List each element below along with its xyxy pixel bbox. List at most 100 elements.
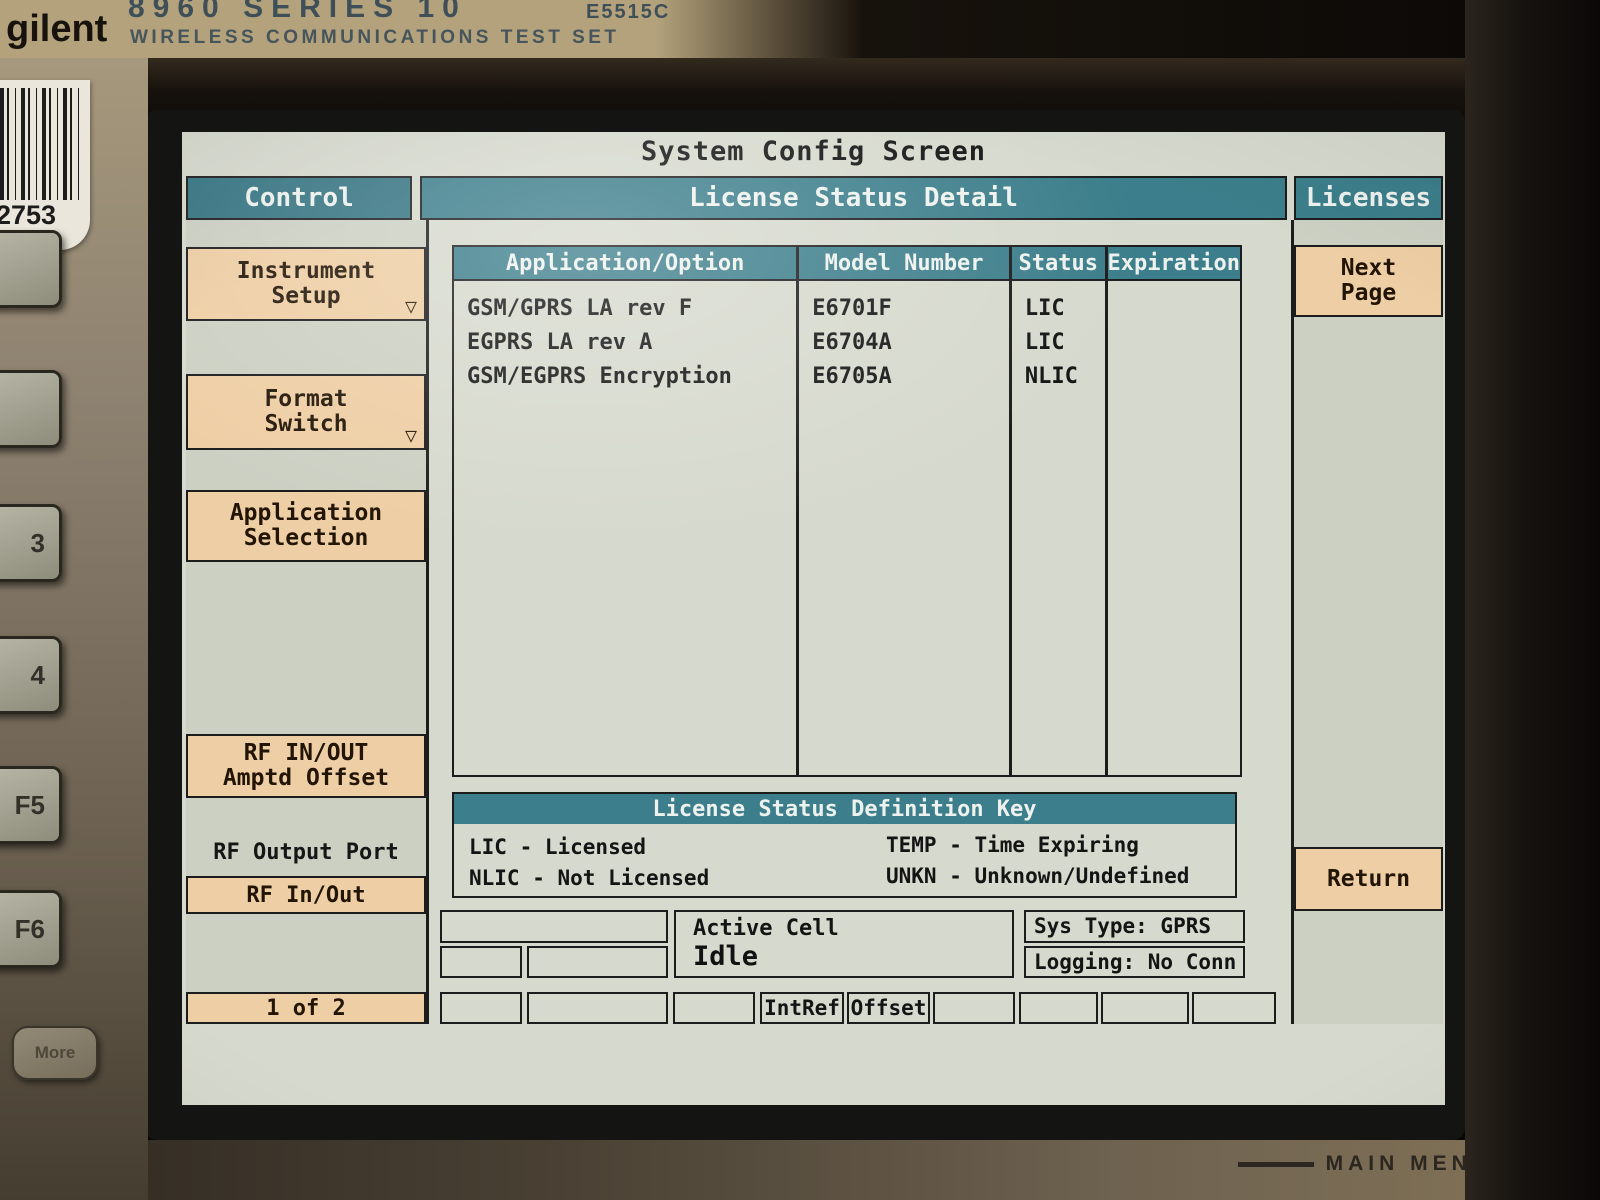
definition-entry: NLIC - Not Licensed xyxy=(469,866,710,890)
more-key-label: More xyxy=(34,1043,76,1062)
table-column-expiration: Expiration xyxy=(1107,247,1240,775)
button-label: Instrument xyxy=(236,258,376,284)
column-header: Application/Option xyxy=(454,247,797,281)
dropdown-triangle-icon: ▽ xyxy=(404,294,417,318)
button-label: Selection xyxy=(243,525,369,551)
top-bezel: gilent 8960 SERIES 10 E5515C WIRELESS CO… xyxy=(0,0,1600,58)
active-cell-value: Idle xyxy=(693,941,759,972)
intref-label: IntRef xyxy=(764,996,840,1020)
barcode-icon xyxy=(0,88,80,200)
page-indicator-label: 1 of 2 xyxy=(266,995,346,1021)
next-page-button[interactable]: Next Page xyxy=(1294,245,1443,317)
rf-output-port-value-button[interactable]: RF In/Out xyxy=(186,876,426,914)
definition-entry: TEMP - Time Expiring xyxy=(886,833,1139,857)
definition-entry: UNKN - Unknown/Undefined xyxy=(886,864,1190,888)
column-divider xyxy=(1291,220,1294,1024)
definition-key-right-column: TEMP - Time Expiring UNKN - Unknown/Unde… xyxy=(886,830,1189,892)
header-control: Control xyxy=(186,176,412,220)
definition-key-title: License Status Definition Key xyxy=(454,794,1235,824)
model-number: E5515C xyxy=(586,1,671,23)
table-cell-status: LIC xyxy=(1024,330,1065,355)
status-box-empty xyxy=(673,992,755,1024)
table-cell-status: NLIC xyxy=(1024,364,1078,389)
table-cell-expiration xyxy=(1108,360,1240,394)
table-column-model-number: Model Number E6701F E6704A E6705A xyxy=(799,247,1012,775)
format-switch-button[interactable]: Format Switch ▽ xyxy=(186,374,426,450)
sys-type-value: Sys Type: GPRS xyxy=(1034,914,1212,938)
table-column-application-option: Application/Option GSM/GPRS LA rev F EGP… xyxy=(454,247,800,775)
table-cell-application: GSM/EGPRS Encryption xyxy=(467,364,732,389)
license-status-table: Application/Option GSM/GPRS LA rev F EGP… xyxy=(452,245,1242,777)
status-box-empty xyxy=(1192,992,1276,1024)
main-menus-label: MAIN MENUS xyxy=(1325,1152,1511,1175)
softkey-f1[interactable] xyxy=(0,230,62,308)
page-title: System Config Screen xyxy=(640,136,987,167)
softkey-f5[interactable]: F5 xyxy=(0,766,62,844)
softkey-f4[interactable]: 4 xyxy=(0,636,62,714)
offset-indicator: Offset xyxy=(847,992,930,1024)
license-status-definition-key: License Status Definition Key LIC - Lice… xyxy=(452,792,1237,898)
softkey-f2[interactable] xyxy=(0,370,62,448)
button-label: Return xyxy=(1326,865,1411,892)
column-header: Status xyxy=(1011,247,1105,281)
table-cell-model: E6705A xyxy=(812,364,892,389)
bottom-bezel: MAIN MENUS ▽ xyxy=(0,1140,1600,1200)
active-cell-box: Active Cell Idle xyxy=(674,910,1014,978)
button-label: Amptd Offset xyxy=(222,765,390,791)
more-key[interactable]: More xyxy=(12,1026,98,1080)
softkey-f3[interactable]: 3 xyxy=(0,504,62,582)
table-column-status: Status LIC LIC NLIC xyxy=(1011,247,1108,775)
dropdown-triangle-icon: ▽ xyxy=(404,423,417,447)
column-divider xyxy=(426,220,429,1024)
status-box-empty xyxy=(440,992,522,1024)
barcode-number: 2753 xyxy=(0,200,57,230)
button-label: RF In/Out xyxy=(246,882,366,908)
button-label: Page xyxy=(1340,280,1397,306)
rf-inout-amptd-offset-button[interactable]: RF IN/OUT Amptd Offset xyxy=(186,734,426,798)
status-box-empty xyxy=(527,992,668,1024)
logging-value: Logging: No Conn xyxy=(1034,950,1237,974)
button-label: Format xyxy=(264,386,348,412)
table-cell-expiration xyxy=(1108,326,1240,360)
system-config-screen: System Config Screen Control License Sta… xyxy=(182,132,1445,1105)
table-cell-expiration xyxy=(1108,292,1240,326)
header-license-status-detail: License Status Detail xyxy=(420,176,1287,220)
table-cell-application: GSM/GPRS LA rev F xyxy=(467,296,693,321)
softkey-label: 3 xyxy=(30,527,45,558)
page-indicator: 1 of 2 xyxy=(186,992,426,1024)
softkey-label: F6 xyxy=(14,913,45,944)
status-box-empty xyxy=(440,910,668,943)
column-header: Model Number xyxy=(799,247,1009,281)
active-cell-label: Active Cell xyxy=(693,916,839,941)
status-box-empty xyxy=(933,992,1015,1024)
definition-entry: LIC - Licensed xyxy=(469,835,647,859)
status-box-empty xyxy=(527,946,668,978)
button-label: RF IN/OUT xyxy=(243,740,369,766)
softkey-label: 4 xyxy=(30,659,45,690)
softkey-f6[interactable]: F6 xyxy=(0,890,62,968)
rf-output-port-label: RF Output Port xyxy=(213,840,399,865)
status-box-empty xyxy=(1101,992,1189,1024)
header-licenses: Licenses xyxy=(1294,176,1443,220)
button-label: Application xyxy=(229,500,383,526)
instrument-setup-button[interactable]: Instrument Setup ▽ xyxy=(186,247,426,321)
series-subtitle: WIRELESS COMMUNICATIONS TEST SET xyxy=(130,27,620,48)
logging-box: Logging: No Conn xyxy=(1024,946,1245,978)
table-cell-application: EGPRS LA rev A xyxy=(467,330,653,355)
table-cell-model: E6701F xyxy=(812,296,892,321)
status-box-empty xyxy=(1019,992,1098,1024)
button-label: Setup xyxy=(271,283,341,309)
return-button[interactable]: Return xyxy=(1294,847,1443,911)
application-selection-button[interactable]: Application Selection xyxy=(186,490,426,562)
status-box-empty xyxy=(440,946,522,978)
table-cell-status: LIC xyxy=(1024,296,1065,321)
decorative-line xyxy=(1237,1161,1314,1167)
left-bezel: 2753 3 4 F5 F6 More xyxy=(0,58,148,1200)
right-bezel xyxy=(1465,0,1600,1200)
sys-type-box: Sys Type: GPRS xyxy=(1024,910,1245,943)
softkey-label: F5 xyxy=(14,789,45,820)
offset-label: Offset xyxy=(850,996,927,1020)
brand-logo: gilent xyxy=(6,8,108,50)
definition-key-left-column: LIC - Licensed NLIC - Not Licensed xyxy=(469,832,709,894)
